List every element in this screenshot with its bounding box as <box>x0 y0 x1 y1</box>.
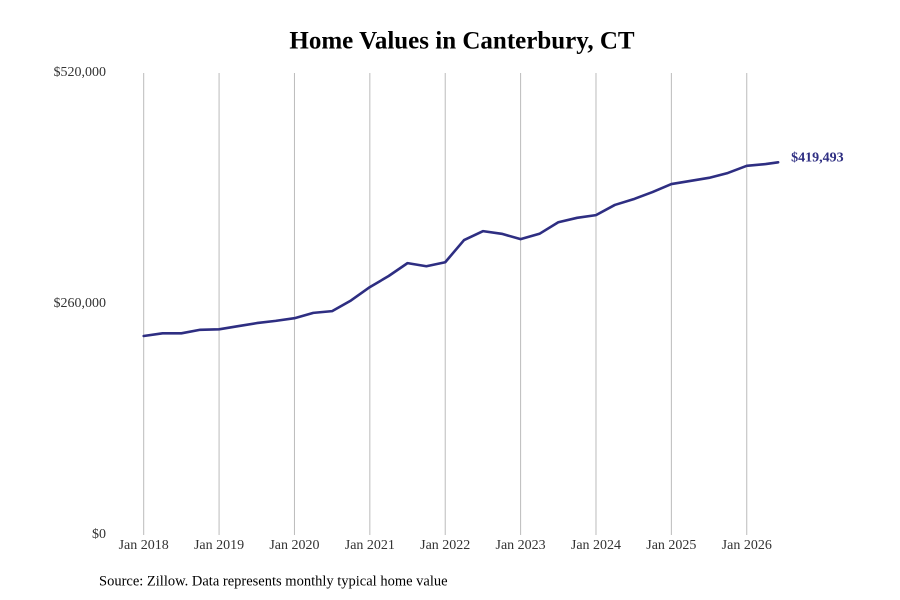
y-tick-label: $0 <box>92 527 106 542</box>
x-tick-label: Jan 2021 <box>345 538 395 553</box>
y-tick-label: $520,000 <box>54 65 107 80</box>
x-tick-label: Jan 2025 <box>646 538 696 553</box>
line-series <box>142 161 780 338</box>
source-note: Source: Zillow. Data represents monthly … <box>99 573 448 589</box>
x-tick-label: Jan 2022 <box>420 538 470 553</box>
x-tick-label: Jan 2020 <box>269 538 319 553</box>
chart-title: Home Values in Canterbury, CT <box>289 28 635 55</box>
x-tick-label: Jan 2026 <box>722 538 772 553</box>
y-tick-label: $260,000 <box>54 296 107 311</box>
x-tick-label: Jan 2018 <box>119 538 169 553</box>
end-label: $419,493 <box>791 151 844 166</box>
x-tick-label: Jan 2024 <box>571 538 621 553</box>
x-tick-label: Jan 2023 <box>496 538 546 553</box>
x-tick-label: Jan 2019 <box>194 538 244 553</box>
